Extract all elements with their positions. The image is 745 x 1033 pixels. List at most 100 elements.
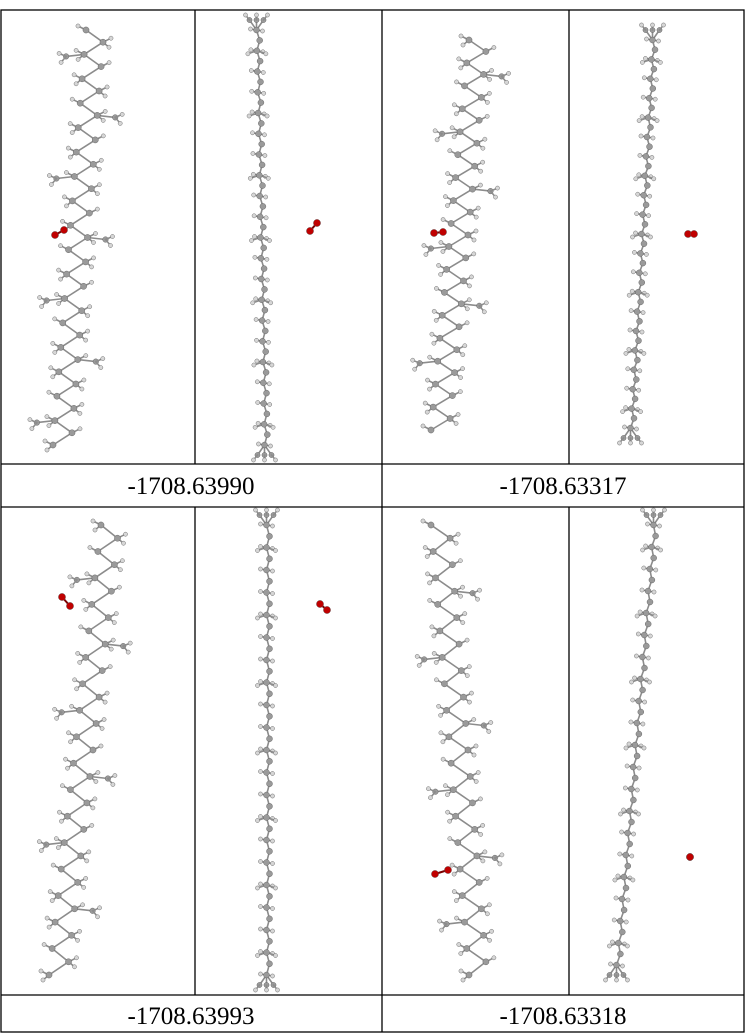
- bond: [436, 590, 456, 606]
- hydrogen-atom: [255, 683, 260, 688]
- carbon-atom: [630, 796, 637, 804]
- bond: [60, 855, 82, 870]
- hydrogen-atom: [438, 272, 443, 277]
- hydrogen-atom: [445, 171, 450, 176]
- bond: [52, 431, 73, 446]
- hydrogen-atom: [72, 677, 77, 683]
- carbon-atom: [105, 614, 112, 621]
- hydrogen-atom: [449, 125, 455, 131]
- oxygen-atom: [51, 231, 59, 239]
- bond: [51, 934, 73, 950]
- carbon-atom: [638, 230, 645, 238]
- bond: [441, 656, 463, 672]
- hydrogen-atom: [253, 987, 258, 993]
- hydrogen-atom: [258, 679, 263, 684]
- carbon-atom: [266, 555, 273, 562]
- hydrogen-atom: [98, 365, 104, 370]
- bond: [83, 53, 102, 68]
- carbon-atom: [475, 117, 483, 124]
- hydrogen-atom: [77, 929, 82, 934]
- bond: [65, 261, 87, 275]
- carbon-atom: [475, 879, 483, 886]
- carbon-atom: [260, 379, 267, 386]
- bond: [456, 828, 476, 844]
- bond: [454, 165, 476, 179]
- carbon-atom: [458, 892, 466, 899]
- bond: [84, 643, 106, 659]
- carbon-atom: [257, 78, 264, 86]
- hydrogen-atom: [639, 329, 645, 335]
- carbon-atom: [266, 668, 273, 675]
- carbon-atom: [258, 275, 265, 283]
- hydrogen-atom: [414, 654, 420, 659]
- carbon-atom: [108, 587, 115, 595]
- carbon-atom: [97, 521, 105, 529]
- carbon-atom: [635, 289, 642, 296]
- hydrogen-atom: [626, 347, 632, 352]
- carbon-atom: [648, 104, 655, 112]
- carbon-atom: [263, 701, 270, 709]
- bond: [434, 577, 456, 593]
- hydrogen-atom: [106, 44, 112, 50]
- carbon-atom: [429, 403, 437, 411]
- hydrogen-atom: [273, 885, 278, 891]
- bond: [69, 212, 91, 227]
- hydrogen-atom: [654, 77, 659, 83]
- hydrogen-atom: [258, 656, 263, 662]
- hydrogen-atom: [629, 679, 634, 685]
- bond: [65, 273, 85, 288]
- hydrogen-atom: [66, 145, 71, 151]
- carbon-atom: [469, 185, 476, 193]
- carbon-atom: [452, 812, 459, 820]
- hydrogen-atom: [251, 362, 257, 368]
- hydrogen-atom: [250, 151, 256, 156]
- hydrogen-atom: [243, 12, 248, 18]
- bond: [100, 524, 119, 540]
- molecule-panel-zigzag-2: [410, 33, 511, 434]
- hydrogen-atom: [434, 137, 440, 143]
- bond: [57, 358, 79, 373]
- carbon-atom: [480, 71, 487, 78]
- carbon-atom: [86, 209, 93, 217]
- hydrogen-atom: [255, 818, 260, 823]
- carbon-atom: [454, 151, 462, 158]
- carbon-atom: [632, 327, 640, 335]
- carbon-atom: [263, 611, 270, 619]
- hydrogen-atom: [641, 565, 647, 571]
- molecule-panel-zigzag-3: [37, 518, 133, 983]
- carbon-atom: [642, 153, 650, 160]
- hydrogen-atom: [636, 631, 641, 637]
- hydrogen-atom: [473, 743, 479, 749]
- hydrogen-atom: [264, 277, 270, 283]
- hydrogen-atom: [264, 507, 269, 513]
- hydrogen-atom: [489, 68, 494, 73]
- carbon-atom: [466, 208, 474, 216]
- carbon-atom: [259, 182, 266, 189]
- bond: [81, 78, 100, 92]
- carbon-atom: [84, 234, 91, 241]
- hydrogen-atom: [487, 91, 492, 96]
- bond: [441, 302, 463, 317]
- hydrogen-atom: [629, 853, 635, 859]
- hydrogen-atom: [251, 457, 256, 463]
- hydrogen-atom: [438, 730, 444, 736]
- hydrogen-atom: [639, 587, 645, 593]
- hydrogen-atom: [90, 805, 96, 811]
- hydrogen-atom: [607, 943, 612, 949]
- hydrogen-atom: [74, 955, 79, 961]
- hydrogen-atom: [84, 571, 90, 577]
- carbon-atom: [263, 746, 270, 754]
- carbon-atom: [61, 839, 68, 846]
- hydrogen-atom: [79, 402, 85, 407]
- carbon-atom: [266, 848, 273, 855]
- bond: [452, 199, 472, 213]
- hydrogen-atom: [273, 953, 278, 958]
- hydrogen-atom: [475, 770, 481, 775]
- hydrogen-atom: [50, 862, 56, 868]
- carbon-atom: [641, 631, 648, 639]
- hydrogen-atom: [270, 703, 275, 709]
- carbon-atom: [464, 231, 472, 239]
- hydrogen-atom: [484, 876, 490, 881]
- hydrogen-atom: [95, 191, 100, 196]
- hydrogen-atom: [434, 286, 439, 291]
